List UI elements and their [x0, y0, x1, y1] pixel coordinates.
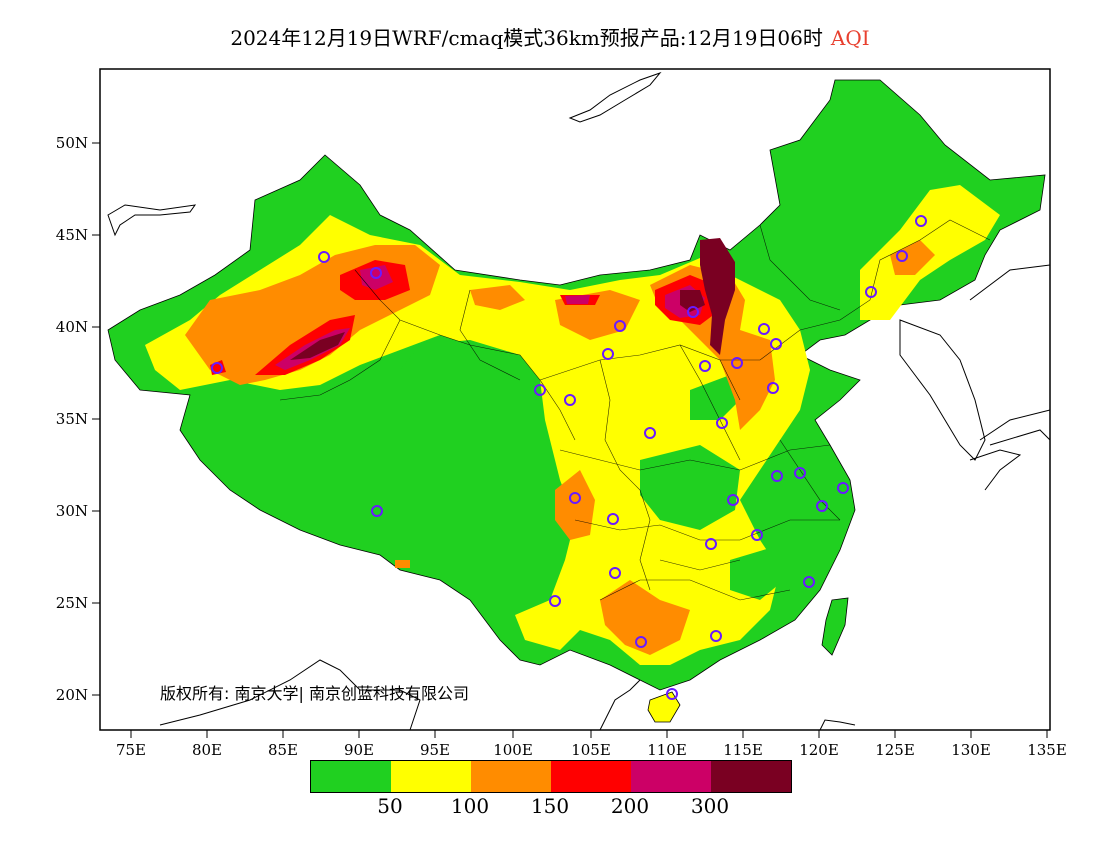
lat-label: 25N — [56, 594, 88, 612]
map-title: 2024年12月19日WRF/cmaq模式36km预报产品:12月19日06时 A… — [0, 22, 1100, 51]
lat-label: 35N — [56, 410, 88, 428]
lat-label: 20N — [56, 686, 88, 704]
legend-tick: 100 — [450, 794, 490, 818]
lon-label: 85E — [268, 741, 298, 759]
legend-swatch-4 — [631, 761, 711, 792]
lon-label: 105E — [571, 741, 611, 759]
title-main: 2024年12月19日WRF/cmaq模式36km预报产品:12月19日06时 — [230, 26, 823, 50]
legend-swatch-3 — [551, 761, 631, 792]
lon-label: 75E — [116, 741, 146, 759]
lon-label: 110E — [647, 741, 687, 759]
lat-label: 30N — [56, 502, 88, 520]
legend-ticks: 50 100 150 200 300 — [310, 794, 790, 818]
legend-tick: 150 — [530, 794, 570, 818]
lon-label: 115E — [723, 741, 763, 759]
legend-tick: 300 — [690, 794, 730, 818]
lon-label: 90E — [344, 741, 374, 759]
lon-label: 130E — [951, 741, 991, 759]
lon-label: 80E — [192, 741, 222, 759]
lon-label: 120E — [799, 741, 839, 759]
color-legend — [310, 760, 792, 793]
legend-swatch-2 — [471, 761, 551, 792]
legend-swatch-0 — [311, 761, 391, 792]
legend-swatch-5 — [711, 761, 791, 792]
lat-label: 50N — [56, 134, 88, 152]
copyright-text: 版权所有: 南京大学| 南京创蓝科技有限公司 — [160, 684, 469, 703]
legend-swatch-1 — [391, 761, 471, 792]
legend-tick: 200 — [610, 794, 650, 818]
legend-tick: 50 — [377, 794, 403, 818]
lon-label: 125E — [875, 741, 915, 759]
lat-label: 45N — [56, 226, 88, 244]
lon-label: 95E — [420, 741, 450, 759]
lon-label: 100E — [493, 741, 533, 759]
title-aqi: AQI — [830, 26, 870, 50]
lon-label: 135E — [1027, 741, 1067, 759]
lat-label: 40N — [56, 318, 88, 336]
aqi-zone-maroon — [290, 332, 345, 360]
